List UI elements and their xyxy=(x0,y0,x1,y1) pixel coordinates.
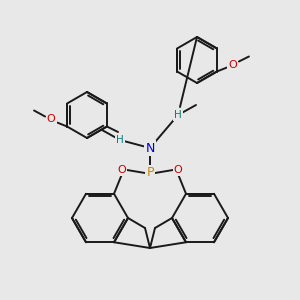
Text: P: P xyxy=(146,167,154,179)
Text: O: O xyxy=(229,59,237,70)
Text: O: O xyxy=(118,165,126,175)
Text: H: H xyxy=(116,135,124,145)
Text: H: H xyxy=(174,110,182,120)
Text: O: O xyxy=(174,165,182,175)
Text: N: N xyxy=(145,142,155,154)
Text: O: O xyxy=(47,115,56,124)
